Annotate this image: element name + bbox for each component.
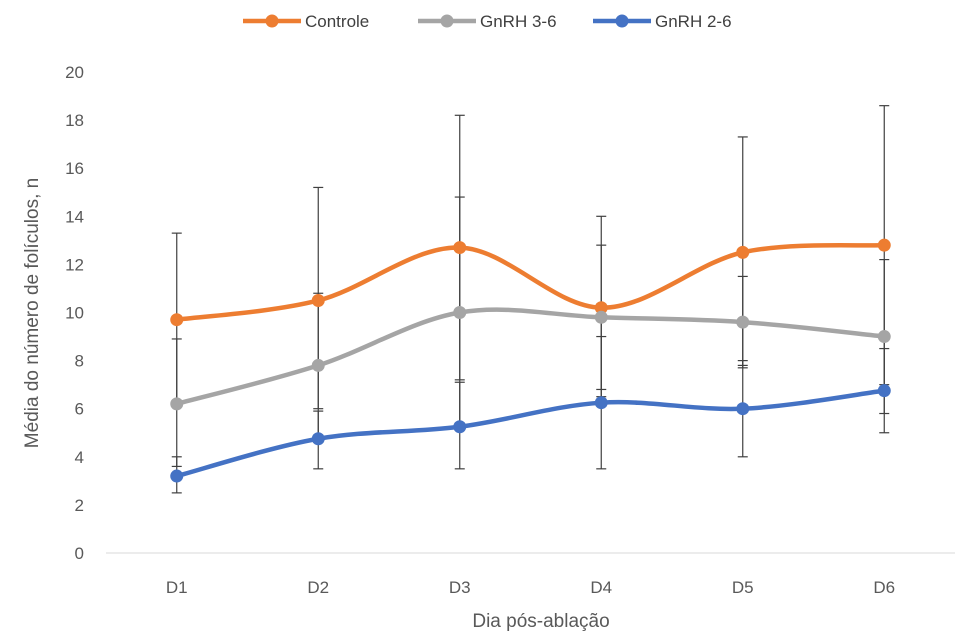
y-tick-label: 14 — [65, 207, 84, 226]
data-point — [170, 397, 184, 411]
series-line — [174, 307, 887, 407]
data-point — [170, 313, 184, 327]
y-tick-label: 10 — [65, 304, 84, 323]
y-tick-label: 2 — [75, 496, 84, 515]
legend-marker-icon — [440, 14, 454, 28]
y-tick-label: 16 — [65, 159, 84, 178]
data-point — [311, 293, 325, 307]
x-tick-label: D1 — [166, 578, 188, 597]
legend-entry: GnRH 3-6 — [418, 12, 557, 31]
error-bars — [171, 105, 890, 494]
legend: Controle GnRH 3-6 GnRH 2-6 — [243, 12, 732, 31]
data-point — [311, 358, 325, 372]
y-axis-ticks: 0 2 4 6 8 10 12 14 16 18 20 — [65, 63, 84, 563]
data-point — [453, 241, 467, 255]
data-point — [170, 469, 184, 483]
x-tick-label: D3 — [449, 578, 471, 597]
y-tick-label: 18 — [65, 111, 84, 130]
y-tick-label: 4 — [75, 448, 84, 467]
data-point — [877, 384, 891, 398]
data-point — [453, 306, 467, 319]
data-point — [594, 310, 608, 324]
x-tick-label: D6 — [873, 578, 895, 597]
data-point — [736, 402, 750, 416]
legend-label: GnRH 2-6 — [655, 12, 732, 31]
series-line — [174, 388, 887, 479]
series-lines — [174, 242, 887, 479]
y-tick-label: 6 — [75, 400, 84, 419]
legend-entry: Controle — [243, 12, 369, 31]
legend-label: GnRH 3-6 — [480, 12, 557, 31]
data-point — [594, 396, 608, 410]
y-tick-label: 8 — [75, 352, 84, 371]
y-tick-label: 12 — [65, 255, 84, 274]
y-axis-title: Média do número de folículos, n — [22, 178, 43, 448]
data-point — [877, 238, 891, 252]
y-tick-label: 20 — [65, 63, 84, 82]
data-point — [311, 432, 325, 446]
data-point — [736, 245, 750, 259]
x-tick-label: D2 — [307, 578, 329, 597]
legend-label: Controle — [305, 12, 369, 31]
y-tick-label: 0 — [75, 544, 84, 563]
x-tick-label: D5 — [732, 578, 754, 597]
data-point — [736, 315, 750, 329]
x-axis-title: Dia pós-ablação — [472, 611, 609, 632]
x-tick-label: D4 — [590, 578, 612, 597]
series-markers — [170, 238, 891, 483]
legend-marker-icon — [265, 14, 279, 28]
data-point — [877, 330, 891, 344]
legend-entry: GnRH 2-6 — [593, 12, 732, 31]
data-point — [594, 301, 608, 315]
series-line — [174, 242, 887, 322]
data-point — [453, 420, 467, 434]
x-axis-ticks: D1 D2 D3 D4 D5 D6 — [166, 578, 895, 597]
legend-marker-icon — [615, 14, 629, 28]
